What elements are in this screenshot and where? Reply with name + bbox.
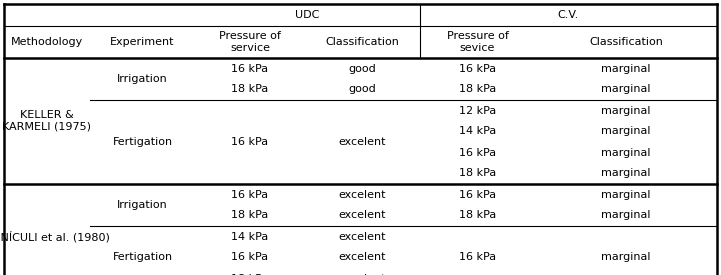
Text: excelent: excelent [339,232,386,241]
Text: 18 kPa: 18 kPa [459,169,496,178]
Text: 16 kPa: 16 kPa [459,189,496,199]
Text: 16 kPa: 16 kPa [459,64,496,73]
Text: excelent: excelent [339,274,386,275]
Text: marginal: marginal [601,106,651,116]
Text: 12 kPa: 12 kPa [459,106,496,116]
Text: 16 kPa: 16 kPa [459,252,496,263]
Text: marginal: marginal [601,189,651,199]
Text: 16 kPa: 16 kPa [231,137,268,147]
Text: Fertigation: Fertigation [112,137,172,147]
Text: Fertigation: Fertigation [112,252,172,263]
Text: Pressure of
service: Pressure of service [219,31,281,53]
Text: Classification: Classification [589,37,663,47]
Text: Irrigation: Irrigation [117,200,168,210]
Text: 18 kPa: 18 kPa [231,84,269,95]
Text: marginal: marginal [601,147,651,158]
Text: marginal: marginal [601,84,651,95]
Text: Irrigation: Irrigation [117,74,168,84]
Text: marginal: marginal [601,169,651,178]
Text: DENÍCULI et al. (1980): DENÍCULI et al. (1980) [0,231,110,242]
Text: Pressure of
sevice: Pressure of sevice [446,31,508,53]
Text: C.V.: C.V. [558,10,579,20]
Text: 16 kPa: 16 kPa [231,252,268,263]
Text: 18 kPa: 18 kPa [459,84,496,95]
Text: 16 kPa: 16 kPa [231,64,268,73]
Text: excelent: excelent [339,137,386,147]
Text: 14 kPa: 14 kPa [231,232,269,241]
Text: marginal: marginal [601,210,651,221]
Text: Methodology: Methodology [11,37,83,47]
Text: marginal: marginal [601,126,651,136]
Text: 18 kPa: 18 kPa [231,210,269,221]
Text: 16 kPa: 16 kPa [459,147,496,158]
Text: UDC: UDC [296,10,319,20]
Text: marginal: marginal [601,64,651,73]
Text: good: good [349,84,376,95]
Text: good: good [349,64,376,73]
Text: 18 kPa: 18 kPa [231,274,269,275]
Text: excelent: excelent [339,189,386,199]
Text: 14 kPa: 14 kPa [459,126,496,136]
Text: 16 kPa: 16 kPa [231,189,268,199]
Text: KELLER &
KARMELI (1975): KELLER & KARMELI (1975) [2,110,92,132]
Text: 18 kPa: 18 kPa [459,210,496,221]
Text: Classification: Classification [326,37,399,47]
Text: marginal: marginal [601,252,651,263]
Text: Experiment: Experiment [110,37,174,47]
Text: excelent: excelent [339,210,386,221]
Text: excelent: excelent [339,252,386,263]
